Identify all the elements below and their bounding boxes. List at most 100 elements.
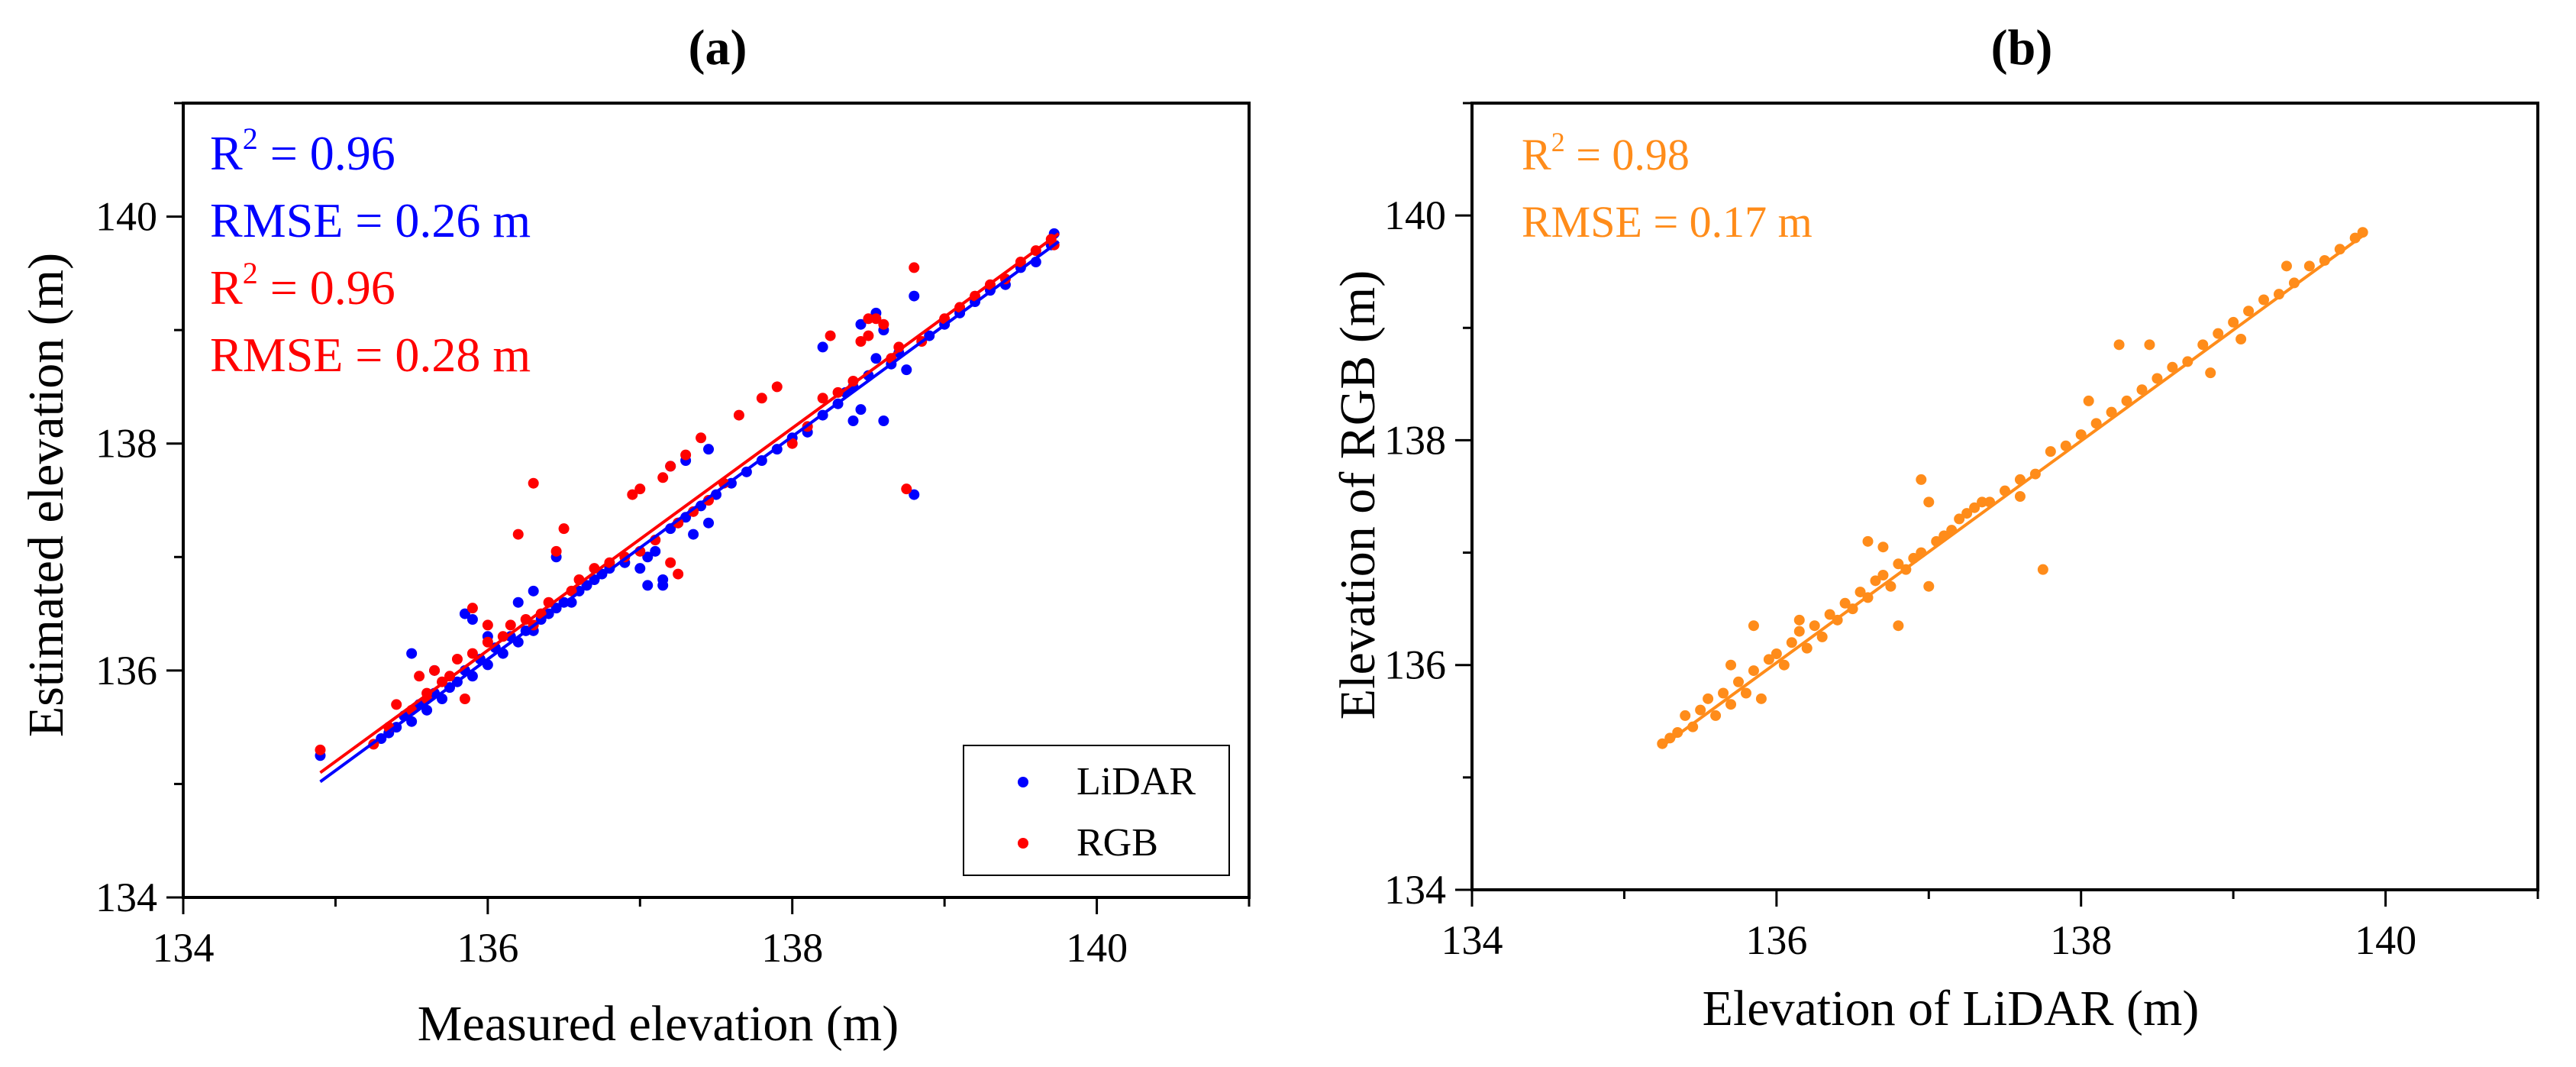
- b-point-rgb-vs-lidar: [1954, 513, 1965, 525]
- a-point-rgb: [627, 489, 638, 500]
- b-point-rgb-vs-lidar: [2258, 294, 2270, 306]
- a-point-rgb: [870, 313, 882, 325]
- a-fit-line-rgb: [319, 232, 1060, 774]
- b-point-rgb-vs-lidar: [1816, 631, 1828, 642]
- a-point-rgb: [825, 330, 836, 341]
- b-point-rgb-vs-lidar: [1748, 665, 1759, 677]
- panel-b-xlabel: Elevation of LiDAR (m): [1703, 981, 2200, 1036]
- a-point-lidar: [650, 545, 661, 557]
- a-point-lidar: [909, 489, 920, 500]
- b-point-rgb-vs-lidar: [1862, 535, 1874, 547]
- b-ytick-label: 134: [1384, 867, 1446, 913]
- a-point-lidar: [703, 444, 715, 455]
- panel-a-ylabel: Estimated elevation (m): [18, 253, 74, 737]
- b-point-rgb-vs-lidar: [2144, 339, 2155, 351]
- a-xtick-label: 134: [153, 925, 215, 971]
- panel-b-label: (b): [1991, 20, 2053, 76]
- b-point-rgb-vs-lidar: [1870, 575, 1881, 587]
- panel-a-xlabel: Measured elevation (m): [418, 996, 899, 1052]
- a-point-rgb: [558, 523, 570, 535]
- a-point-lidar: [817, 341, 828, 353]
- a-point-rgb: [657, 472, 669, 483]
- a-point-lidar: [466, 614, 478, 625]
- b-xtick-label: 134: [1441, 917, 1503, 963]
- legend-rgb-marker: [1018, 838, 1028, 849]
- a-xtick-label: 140: [1066, 925, 1128, 971]
- b-point-rgb-vs-lidar: [1725, 659, 1737, 671]
- b-point-rgb-vs-lidar: [2281, 260, 2292, 272]
- b-point-rgb-vs-lidar: [2303, 260, 2315, 272]
- b-point-rgb-vs-lidar: [1733, 676, 1744, 687]
- b-point-rgb-vs-lidar: [2243, 306, 2255, 317]
- a-point-lidar: [870, 353, 882, 364]
- a-point-rgb: [512, 529, 524, 540]
- legend-box: [963, 745, 1230, 876]
- b-point-rgb-vs-lidar: [1877, 542, 1889, 553]
- b-point-rgb-vs-lidar: [1703, 693, 1714, 704]
- a-point-rgb: [466, 648, 478, 659]
- a-point-rgb: [665, 557, 676, 568]
- a-point-rgb: [482, 636, 493, 648]
- b-xtick-label: 140: [2355, 917, 2416, 963]
- b-point-rgb-vs-lidar: [1801, 642, 1813, 654]
- a-point-rgb: [696, 432, 707, 444]
- a-ytick-label: 136: [95, 648, 157, 694]
- b-point-rgb-vs-lidar: [2121, 395, 2132, 406]
- panel-b-ylabel: Elevation of RGB (m): [1330, 270, 1386, 719]
- b-point-rgb-vs-lidar: [2045, 446, 2056, 458]
- a-point-rgb: [550, 545, 562, 557]
- panel-a-marks: [315, 228, 1060, 784]
- b-annotation: RMSE = 0.17 m: [1522, 197, 1813, 247]
- a-point-rgb: [466, 603, 478, 614]
- a-xtick-label: 136: [457, 925, 518, 971]
- a-annotation: RMSE = 0.28 m: [210, 328, 531, 382]
- a-point-rgb: [451, 654, 463, 664]
- a-annotation: R2 = 0.96: [210, 256, 395, 315]
- b-xtick-label: 136: [1745, 917, 1807, 963]
- panel-b-axes: 134 136 138 140 134 136 138 140: [1384, 102, 2539, 963]
- a-point-rgb: [665, 461, 676, 472]
- b-point-rgb-vs-lidar: [1695, 704, 1706, 716]
- a-point-rgb: [315, 744, 326, 755]
- a-point-rgb: [505, 619, 516, 631]
- legend-lidar-label: LiDAR: [1077, 760, 1196, 803]
- a-ytick-label: 134: [95, 875, 157, 920]
- b-point-rgb-vs-lidar: [1725, 699, 1737, 710]
- b-point-rgb-vs-lidar: [1771, 648, 1782, 659]
- a-fit-line-lidar: [319, 240, 1060, 784]
- b-point-rgb-vs-lidar: [2113, 339, 2125, 351]
- b-point-rgb-vs-lidar: [1839, 597, 1851, 609]
- b-point-rgb-vs-lidar: [1786, 637, 1797, 648]
- b-point-rgb-vs-lidar: [2083, 395, 2094, 406]
- panel-b-plot-frame: [1470, 102, 2539, 891]
- a-point-rgb: [878, 318, 889, 330]
- a-point-lidar: [512, 597, 524, 608]
- a-point-lidar: [406, 716, 418, 727]
- a-point-lidar: [642, 580, 654, 591]
- b-point-rgb-vs-lidar: [2288, 277, 2300, 289]
- b-point-rgb-vs-lidar: [1916, 474, 1927, 485]
- a-point-lidar: [459, 608, 470, 619]
- b-point-rgb-vs-lidar: [1877, 570, 1889, 580]
- a-point-rgb: [786, 438, 798, 449]
- b-point-rgb-vs-lidar: [1718, 687, 1729, 699]
- b-point-rgb-vs-lidar: [1893, 558, 1904, 570]
- panel-a: (a) 134 136 138 140 134 136 138 140 R2 = 0.96 RM…: [18, 20, 1251, 1052]
- a-annotation: R2 = 0.96: [210, 121, 395, 180]
- panel-a-plot-frame: [182, 102, 1251, 899]
- b-point-rgb-vs-lidar: [1710, 710, 1722, 721]
- a-ytick-label: 140: [95, 194, 157, 240]
- a-point-lidar: [703, 517, 715, 529]
- panel-a-axes: 134 136 138 140 134 136 138 140: [95, 102, 1251, 971]
- b-point-rgb-vs-lidar: [1778, 659, 1790, 671]
- a-point-lidar: [406, 648, 418, 659]
- b-point-rgb-vs-lidar: [2014, 491, 2026, 502]
- b-xtick-label: 138: [2050, 917, 2112, 963]
- b-point-rgb-vs-lidar: [1923, 580, 1935, 592]
- b-point-rgb-vs-lidar: [1893, 620, 1904, 632]
- a-point-lidar: [847, 415, 859, 426]
- b-point-rgb-vs-lidar: [2213, 328, 2224, 339]
- a-point-lidar: [901, 364, 912, 376]
- a-point-lidar: [855, 318, 867, 330]
